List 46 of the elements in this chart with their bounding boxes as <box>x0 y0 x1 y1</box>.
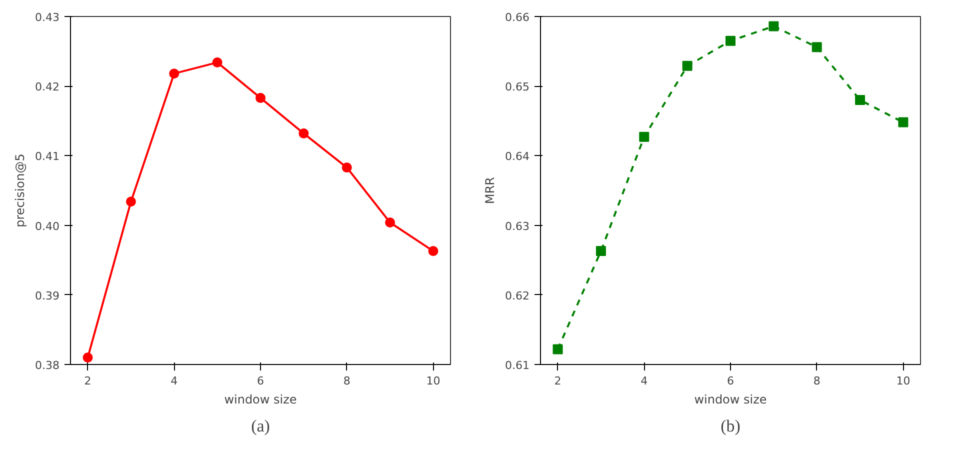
x-tick-label: 8 <box>343 374 350 388</box>
y-tick-label: 0.40 <box>35 220 60 233</box>
y-axis-title: precision@5 <box>13 154 28 228</box>
x-tick-label: 6 <box>257 374 264 388</box>
point <box>385 218 396 228</box>
x-tick-label: 4 <box>170 374 178 388</box>
y-tick-label: 0.61 <box>505 359 530 372</box>
point <box>342 162 352 173</box>
x-tick-label: 10 <box>896 374 910 388</box>
point <box>596 246 606 256</box>
text: (a) <box>251 416 270 436</box>
point <box>212 57 222 68</box>
point <box>855 95 866 106</box>
x-tick-label: 2 <box>84 374 92 388</box>
y-tick-label: 0.65 <box>505 80 530 94</box>
point <box>552 344 563 354</box>
point <box>812 42 822 52</box>
y-tick-label: 0.43 <box>35 11 60 24</box>
x-axis-title: window size <box>694 392 767 406</box>
point <box>682 60 692 71</box>
y-tick-label: 0.41 <box>35 150 60 164</box>
y-tick-label: 0.62 <box>505 289 530 302</box>
x-tick-label: 10 <box>426 374 440 388</box>
text: (b) <box>720 416 740 436</box>
point <box>298 128 309 138</box>
point <box>169 68 180 79</box>
x-tick-label: 2 <box>554 374 562 388</box>
point <box>768 21 779 32</box>
y-tick-label: 0.66 <box>505 11 530 24</box>
y-tick-label: 0.64 <box>505 150 530 164</box>
x-tick-label: 4 <box>640 374 648 388</box>
point <box>428 246 438 256</box>
x-tick-label: 6 <box>727 374 734 388</box>
point <box>256 92 266 103</box>
point <box>126 196 136 207</box>
x-tick-label: 8 <box>813 374 820 388</box>
y-tick-label: 0.42 <box>35 80 60 94</box>
y-axis-title: MRR <box>483 176 498 204</box>
x-axis-title: window size <box>224 392 297 406</box>
y-tick-label: 0.38 <box>35 359 60 372</box>
y-tick-label: 0.63 <box>505 220 530 233</box>
point <box>82 352 93 363</box>
y-tick-label: 0.39 <box>35 289 60 302</box>
point <box>898 117 908 128</box>
point <box>639 132 650 142</box>
point <box>726 36 736 46</box>
